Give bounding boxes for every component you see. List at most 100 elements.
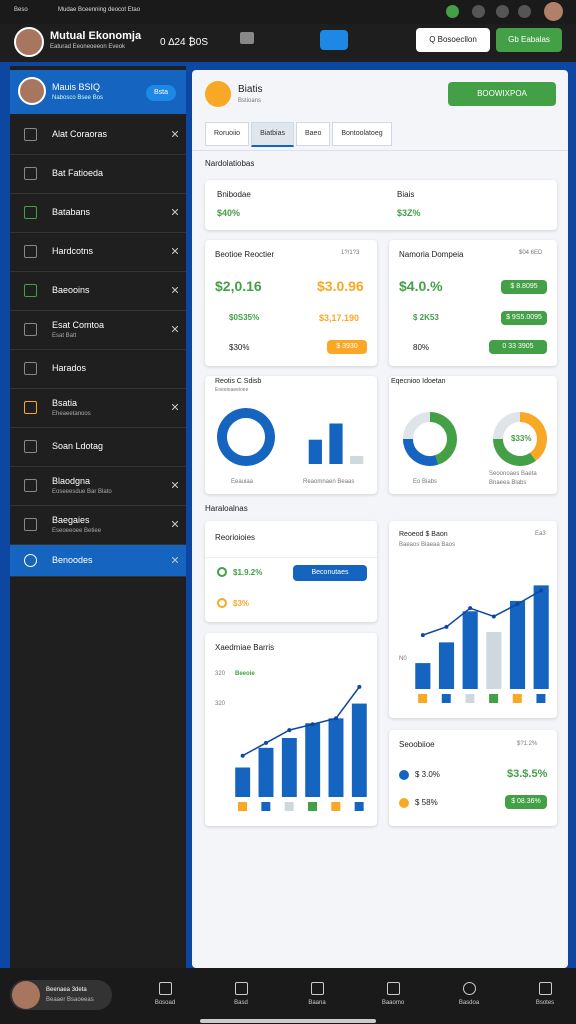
row-button[interactable]: $ 08.36% <box>505 795 547 809</box>
close-icon[interactable] <box>172 521 178 527</box>
trend-point <box>444 624 449 629</box>
tabs: Roruoiio Biatbias Baeo Bontoolatoeg <box>205 122 392 147</box>
menu-item[interactable]: Bat Fatioeda <box>10 155 186 194</box>
bar <box>328 718 344 797</box>
avatar[interactable] <box>14 27 44 57</box>
row-button[interactable]: $ 9S5.0095 <box>501 311 547 325</box>
nav-item[interactable]: Baana <box>292 982 342 1006</box>
menu-icon <box>24 401 37 414</box>
menu: Alat Coraoras Bat Fatioeda Batabans Hardcot… <box>10 116 186 577</box>
bottom-profile[interactable]: Beenaea 3deta Beaaer Bsaoeeas <box>10 980 112 1010</box>
profile-avatar <box>18 77 46 105</box>
close-icon[interactable] <box>172 209 178 215</box>
menu-item[interactable]: Bsatia Eheaeetanoos <box>10 389 186 428</box>
toggle[interactable] <box>320 30 348 50</box>
search-button[interactable]: Q Bosoecllon <box>416 28 490 52</box>
donut-chart <box>493 412 547 466</box>
menu-item[interactable]: Baegaies Eseoeeoee Betiee <box>10 506 186 545</box>
bar-chart <box>235 684 367 811</box>
nav-icon <box>158 982 172 995</box>
card-title: Namoria Dompeia <box>399 250 464 259</box>
nav-item[interactable]: Baaomo <box>368 982 418 1006</box>
axis-label: 320 <box>215 701 226 707</box>
nav-item[interactable]: Basdoa <box>444 982 494 1006</box>
main-button[interactable]: BOOWIXPOA <box>448 82 556 106</box>
card-title: Eqecnioo Idoetan <box>391 378 446 385</box>
close-icon[interactable] <box>172 326 178 332</box>
row-button[interactable]: 0 33 3905 <box>489 340 547 354</box>
nav-item[interactable]: Bosoad <box>140 982 190 1006</box>
close-stroke <box>172 209 178 215</box>
menu-label: Blaodgna <box>52 476 91 486</box>
tab[interactable]: Biatbias <box>251 122 294 147</box>
card-title: Reotis C Sdisb <box>215 378 262 385</box>
row-value: $ 2K53 <box>413 313 439 322</box>
close-stroke <box>172 557 178 563</box>
close-icon[interactable] <box>172 482 178 488</box>
legend-swatch <box>512 694 522 703</box>
nav-item[interactable]: Bsotes <box>520 982 570 1006</box>
trend-line <box>242 686 360 757</box>
tab[interactable]: Baeo <box>295 122 331 146</box>
row-button[interactable]: $ 3930 <box>327 340 367 354</box>
menu-item[interactable]: Benoodes <box>10 545 186 577</box>
close-icon[interactable] <box>172 248 178 254</box>
menu-sublabel: Eheaeetanoos <box>52 411 91 417</box>
nav-label: Baaomo <box>381 1000 405 1006</box>
bar <box>438 642 455 689</box>
close-icon[interactable] <box>172 131 178 137</box>
row-button[interactable]: Beconutaes <box>293 565 367 581</box>
trend-point <box>240 753 245 758</box>
menu-item[interactable]: Alat Coraoras <box>10 116 186 155</box>
section-title: Nardolatiobas <box>205 159 255 168</box>
menu-label: Bat Fatioeda <box>52 168 104 178</box>
chart-card: Reotis C Sdisb Eoeeioaeeioee Eeauiaa Rea… <box>205 376 377 494</box>
menu-item[interactable]: Batabans <box>10 194 186 233</box>
close-icon[interactable] <box>172 557 178 563</box>
menu-item[interactable]: Harados <box>10 350 186 389</box>
menu-item[interactable]: Hardcotns <box>10 233 186 272</box>
row-value: $1.9.2% <box>233 568 263 577</box>
menu-item[interactable]: Blaodgna Eoseeesdue Bar Blato <box>10 467 186 506</box>
action-button[interactable]: Gb Eabalas <box>496 28 562 52</box>
card-date: $04 6ED <box>519 250 543 256</box>
donut-segment <box>403 438 439 466</box>
profile-badge[interactable]: Bsta <box>146 85 176 101</box>
bar-chart <box>308 423 364 464</box>
menu-icon <box>24 362 37 375</box>
bar <box>509 600 526 689</box>
nav-icon <box>234 982 248 995</box>
trend-point <box>468 606 473 611</box>
status-avatar[interactable] <box>544 2 563 21</box>
bar <box>281 738 297 797</box>
value: $40% <box>217 208 241 218</box>
trend-point <box>539 588 544 593</box>
tab[interactable]: Roruoiio <box>205 122 250 146</box>
menu-item[interactable]: Esat Comtoa Esat Batt <box>10 311 186 350</box>
card-sub: Eoeeioaeeioee <box>215 387 249 393</box>
nav-icon <box>310 982 324 995</box>
caption: Seoonoaes Baeta <box>489 471 537 477</box>
list-card: Seoobiioe $?1.2% $ 3.0% $3.$.5% $ 58% $ … <box>389 730 557 826</box>
close-icon[interactable] <box>172 404 178 410</box>
row-value: $3,17.190 <box>319 313 360 323</box>
tab[interactable]: Bontoolatoeg <box>332 122 392 146</box>
bar <box>258 747 274 797</box>
sidebar-profile[interactable]: Mauis BSIQ Nabosco Bsee Bos Bsta <box>10 70 186 114</box>
main-icon <box>205 81 231 107</box>
close-icon[interactable] <box>172 287 178 293</box>
status-icon <box>496 5 509 18</box>
donut-segment <box>493 412 521 440</box>
menu-label: Esat Comtoa <box>52 320 105 330</box>
nav-item[interactable]: Basd <box>216 982 266 1006</box>
bar <box>415 663 431 689</box>
big-value: $3.0.96 <box>317 278 364 294</box>
menu-item[interactable]: Baeooins <box>10 272 186 311</box>
menu-item[interactable]: Soan Ldotag <box>10 428 186 467</box>
main-title: Biatis <box>238 84 263 95</box>
header-icon[interactable] <box>240 32 254 44</box>
donut-chart <box>217 408 275 466</box>
chart-card: Reoeod $ Baon Baeaos Biaeaa Baos Ea3 N0 <box>389 521 557 718</box>
nav-icon <box>538 982 552 995</box>
row-button[interactable]: $ 8.8095 <box>501 280 547 294</box>
